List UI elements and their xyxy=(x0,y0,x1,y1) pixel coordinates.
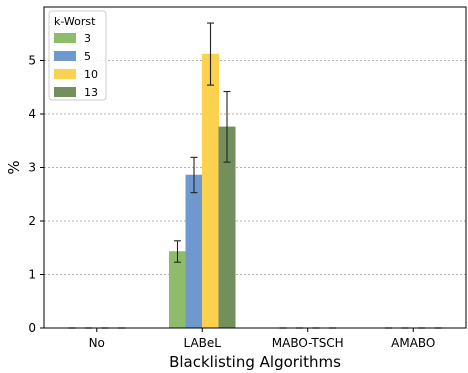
legend-items: 3 5 10 13 xyxy=(54,32,98,99)
x-axis-ticks: No LABeL MABO-TSCH AMABO xyxy=(89,328,435,350)
y-tick-label: 4 xyxy=(28,107,36,121)
bar xyxy=(202,53,219,329)
y-axis-ticks: 0 1 2 3 4 5 xyxy=(28,54,44,335)
x-tick-label: AMABO xyxy=(391,336,435,350)
x-tick-label: MABO-TSCH xyxy=(272,336,344,350)
legend-swatch xyxy=(54,33,76,43)
bar xyxy=(185,174,203,329)
x-tick-label: LABeL xyxy=(184,336,222,350)
legend: k-Worst 3 5 10 13 xyxy=(48,10,107,101)
plot-frame xyxy=(43,6,467,329)
legend-swatch xyxy=(54,51,76,61)
x-axis-title: Blacklisting Algorithms xyxy=(169,353,341,371)
y-tick-label: 5 xyxy=(28,54,36,68)
y-tick-label: 1 xyxy=(28,268,36,282)
legend-title: k-Worst xyxy=(54,15,96,28)
y-tick-label: 0 xyxy=(28,321,36,335)
legend-swatch xyxy=(54,69,76,79)
bar xyxy=(169,251,186,329)
error-bars xyxy=(174,22,231,263)
y-axis-title: % xyxy=(5,160,23,174)
y-tick-label: 3 xyxy=(28,161,36,175)
y-tick-label: 2 xyxy=(28,214,36,228)
grid-lines xyxy=(44,60,466,275)
legend-swatch xyxy=(54,87,76,97)
legend-label: 13 xyxy=(84,86,98,99)
x-tick-label: No xyxy=(89,336,105,350)
legend-label: 10 xyxy=(84,68,98,81)
bars xyxy=(169,53,236,329)
legend-label: 5 xyxy=(84,50,91,63)
legend-label: 3 xyxy=(84,32,91,45)
